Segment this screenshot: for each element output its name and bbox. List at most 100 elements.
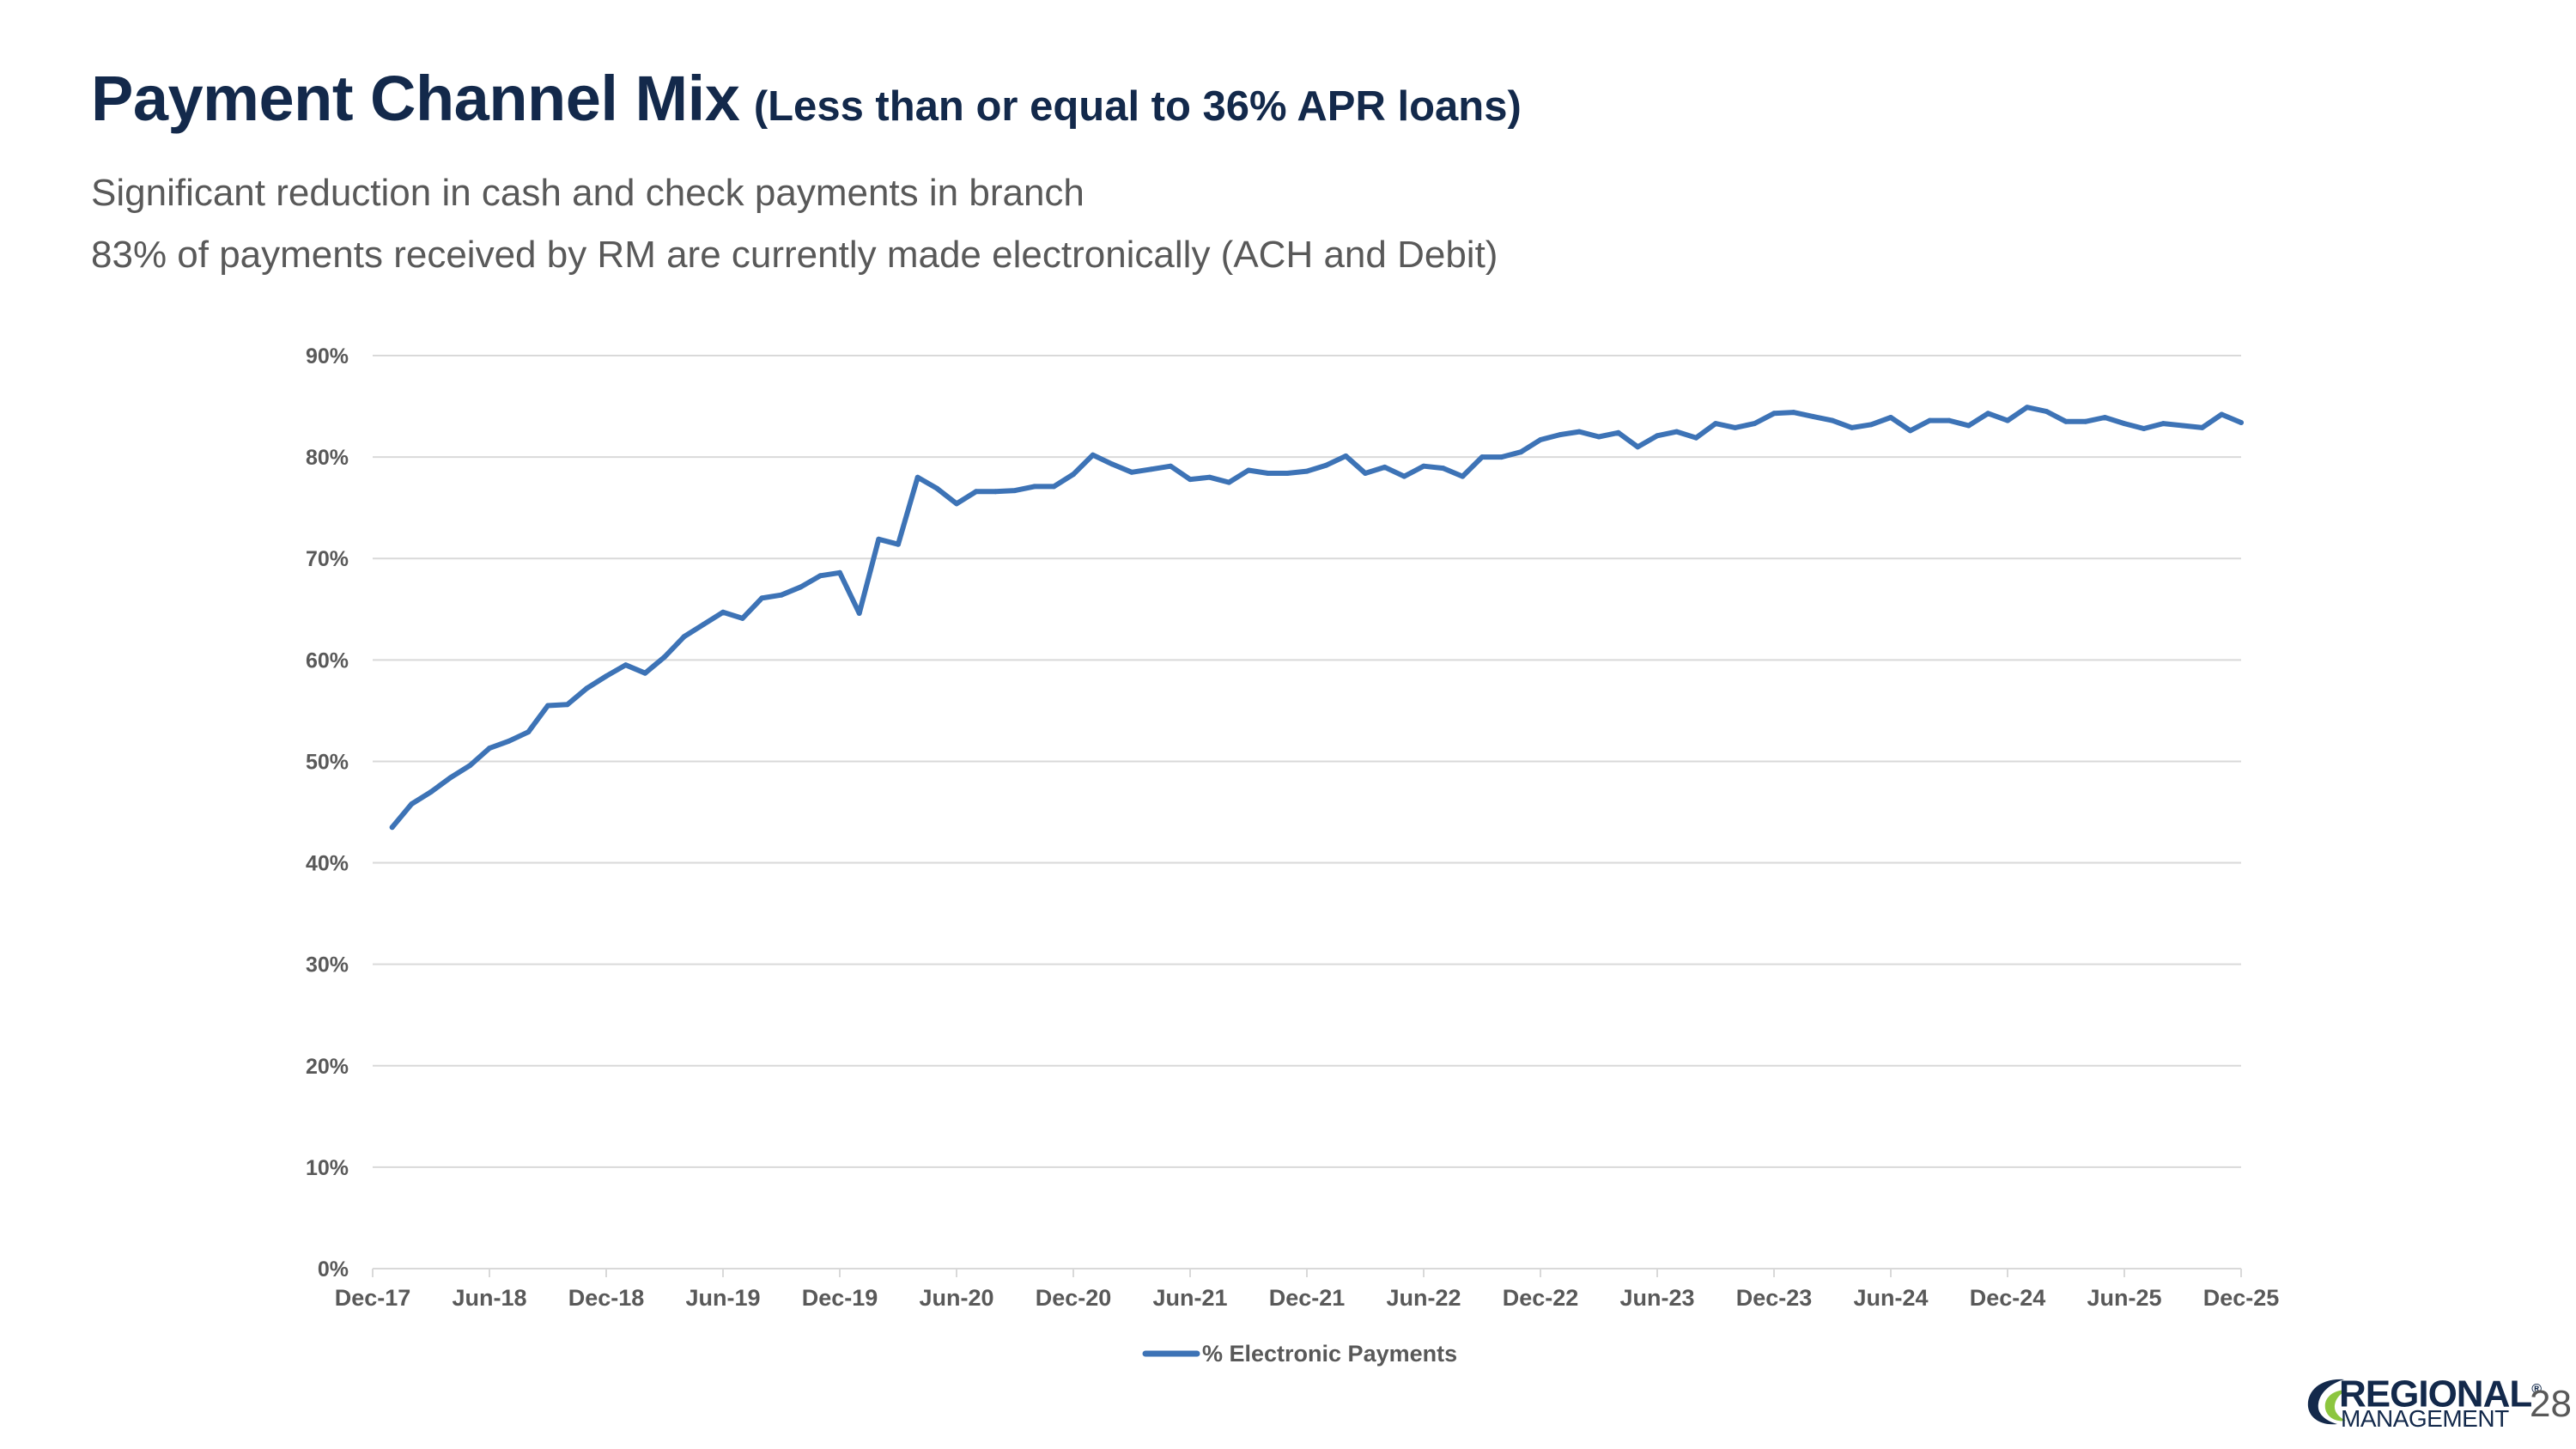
data-point <box>1323 462 1329 468</box>
subtitle-1: Significant reduction in cash and check … <box>91 172 1084 214</box>
data-point <box>1538 437 1543 442</box>
data-point <box>1265 471 1271 476</box>
data-point <box>1012 488 1018 494</box>
page-number: 28 <box>2530 1383 2572 1425</box>
data-point <box>779 592 784 598</box>
data-point <box>1655 433 1660 439</box>
data-point <box>584 685 590 691</box>
x-tick-label: Jun-20 <box>919 1285 993 1311</box>
data-point <box>856 611 862 616</box>
data-point <box>1985 411 1991 417</box>
data-point <box>1635 444 1641 450</box>
data-point <box>1830 417 1835 423</box>
data-point <box>389 825 395 831</box>
data-point <box>409 801 415 807</box>
data-point <box>720 609 726 615</box>
regional-management-logo: REGIONAL® MANAGEMENT <box>2303 1371 2542 1431</box>
data-point <box>701 622 707 627</box>
y-tick-label: 0% <box>318 1257 349 1282</box>
data-point <box>1615 429 1621 435</box>
data-point <box>973 489 979 495</box>
x-tick-label: Jun-25 <box>2087 1285 2161 1311</box>
data-point <box>1343 453 1349 459</box>
y-tick-label: 10% <box>306 1156 349 1180</box>
data-point <box>1401 473 1407 479</box>
data-point <box>2160 421 2166 427</box>
data-point <box>1498 454 1504 460</box>
data-point <box>662 654 667 660</box>
page-title: Payment Channel Mix (Less than or equal … <box>91 62 1522 135</box>
data-point <box>1051 484 1057 490</box>
data-point <box>1129 469 1134 475</box>
data-point <box>817 573 823 579</box>
x-tick-label: Dec-17 <box>335 1285 411 1311</box>
y-tick-label: 70% <box>306 547 349 571</box>
data-point <box>1363 471 1368 476</box>
x-tick-label: Jun-21 <box>1152 1285 1227 1311</box>
title-sub: (Less than or equal to 36% APR loans) <box>753 83 1522 130</box>
x-tick-label: Dec-19 <box>802 1285 878 1311</box>
data-point <box>487 746 492 752</box>
data-point <box>1109 461 1115 467</box>
data-point <box>2024 405 2030 411</box>
y-tick-label: 20% <box>306 1055 349 1079</box>
y-tick-label: 50% <box>306 750 349 774</box>
data-point <box>564 702 570 708</box>
data-point <box>1518 449 1524 455</box>
x-tick-label: Dec-20 <box>1036 1285 1112 1311</box>
data-point <box>1888 415 1893 420</box>
data-point <box>1810 413 1816 419</box>
data-point <box>1226 479 1232 485</box>
data-point <box>896 541 901 547</box>
data-point <box>1947 417 1952 423</box>
data-point <box>1693 435 1699 441</box>
data-point <box>2005 417 2010 423</box>
x-tick-label: Dec-22 <box>1503 1285 1579 1311</box>
data-point <box>1596 434 1601 440</box>
logo-swoosh-icon <box>2307 1379 2348 1425</box>
legend-label: % Electronic Payments <box>1202 1341 1457 1367</box>
x-tick-label: Jun-18 <box>452 1285 526 1311</box>
y-tick-label: 30% <box>306 953 349 977</box>
data-point <box>759 595 765 601</box>
data-point <box>2122 421 2127 427</box>
x-tick-label: Jun-19 <box>685 1285 760 1311</box>
data-point <box>1031 484 1037 490</box>
data-point <box>545 703 550 709</box>
data-point <box>1071 472 1076 478</box>
data-point <box>2239 420 2244 425</box>
data-point <box>739 615 745 621</box>
logo-text-regional: REGIONAL® <box>2339 1373 2542 1416</box>
subtitle-2: 83% of payments received by RM are curre… <box>91 234 1498 276</box>
data-point <box>642 670 648 676</box>
data-point <box>447 775 453 781</box>
data-point <box>1246 467 1251 473</box>
data-point <box>2199 424 2205 430</box>
data-point <box>1713 421 1718 427</box>
data-point <box>1868 422 1874 428</box>
data-point <box>1732 424 1738 430</box>
x-tick-labels: Dec-17 Jun-18 Dec-18 Jun-19 Dec-19 Jun-20 Dec-… <box>335 1285 2280 1311</box>
data-point <box>1168 463 1174 469</box>
data-point <box>1440 466 1446 472</box>
data-point <box>1188 477 1193 483</box>
x-tick-label: Dec-25 <box>2203 1285 2280 1311</box>
data-point <box>2063 418 2069 424</box>
data-point <box>914 474 920 480</box>
data-point <box>2219 411 2225 417</box>
data-point <box>1148 466 1154 472</box>
data-point <box>1927 417 1933 423</box>
x-axis <box>372 1268 2242 1277</box>
data-point <box>2180 423 2185 429</box>
y-tick-label: 60% <box>306 648 349 673</box>
data-point <box>1557 432 1563 438</box>
y-tick-label: 90% <box>306 344 349 368</box>
data-point <box>2044 409 2050 414</box>
data-point <box>1304 468 1309 474</box>
data-point <box>604 673 609 679</box>
series-layer <box>389 405 2244 831</box>
data-point <box>1849 424 1855 430</box>
data-point <box>1674 429 1680 435</box>
title-main: Payment Channel Mix <box>91 63 740 134</box>
